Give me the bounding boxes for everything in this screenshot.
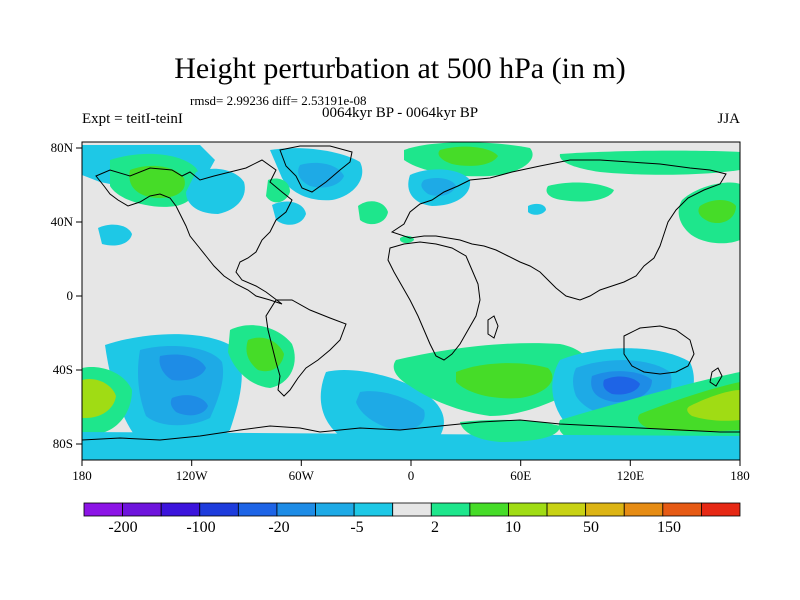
colorbar-swatch — [546, 502, 587, 517]
colorbar — [83, 502, 741, 517]
coastline-south-america — [265, 299, 347, 397]
anomaly-patch-npacific-east-core — [698, 200, 736, 224]
lon-tick-labels: 180 120W 60W 0 60E 120E 180 — [72, 468, 750, 483]
lon-ticks — [81, 460, 741, 466]
anomaly-patch-spacific-core — [159, 354, 206, 381]
anomaly-patch-safrica-core — [456, 363, 553, 399]
coastline-madagascar — [487, 315, 499, 339]
colorbar-swatch — [469, 502, 509, 517]
colorbar-swatch — [353, 502, 394, 517]
anomaly-patch-satlantic-core — [356, 391, 425, 431]
colorbar-label: 2 — [431, 519, 439, 536]
colorbar-swatch — [585, 502, 625, 517]
lon-tick-label: 180 — [730, 468, 750, 483]
colorbar-swatch — [508, 502, 548, 517]
lat-tick-label: 80N — [51, 140, 74, 155]
anomaly-patch-natlantic-green — [266, 178, 290, 203]
stats-line: rmsd= 2.99236 diff= 2.53191e-08 — [190, 93, 367, 108]
colorbar-swatch — [662, 502, 702, 517]
colorbar-label: 50 — [583, 519, 599, 536]
colorbar-label: 10 — [505, 519, 521, 536]
coastlines — [82, 145, 740, 441]
colorbar-label: -100 — [186, 519, 215, 536]
colorbar-swatch — [199, 502, 239, 517]
coastline-greenland — [279, 145, 353, 193]
colorbar-swatch — [160, 502, 201, 517]
colorbar-swatch — [701, 502, 741, 517]
anomaly-fields — [82, 142, 740, 460]
anomaly-patch-antarctic-blue — [82, 432, 740, 460]
coastline-australia — [623, 325, 695, 375]
anomaly-patch-wna-blue — [98, 224, 132, 246]
colorbar-label: -20 — [268, 519, 289, 536]
anomaly-patch-greenland-core — [298, 162, 344, 188]
coastline-antarctica — [82, 419, 740, 441]
lon-tick-label: 120E — [617, 468, 645, 483]
anomaly-patch-spacific-core2 — [170, 395, 208, 416]
lon-tick-label: 0 — [408, 468, 415, 483]
anomaly-patch-atlantic-green — [358, 201, 388, 225]
anomaly-patch-alaska-core — [129, 165, 185, 198]
colorbar-swatch — [392, 502, 432, 517]
period-label: 0064kyr BP - 0064kyr BP — [322, 105, 479, 121]
experiment-label: Expt = teitI-teinI — [82, 111, 183, 127]
lon-tick-label: 180 — [72, 468, 92, 483]
colorbar-labels: -200 -100 -20 -5 2 10 50 150 — [108, 519, 681, 536]
colorbar-swatch — [122, 502, 162, 517]
colorbar-swatch — [623, 502, 664, 517]
anomaly-patch-swpacific-core — [82, 378, 116, 418]
anomaly-patch-arctic-core — [438, 146, 498, 166]
colorbar-swatch — [315, 502, 355, 517]
colorbar-swatch — [237, 502, 278, 517]
plot-title: Height perturbation at 500 hPa (in m) — [174, 52, 626, 85]
colorbar-swatch — [276, 502, 316, 517]
coastline-north-america — [95, 159, 293, 305]
lat-tick-label: 40S — [53, 362, 73, 377]
lat-tick-label: 0 — [67, 288, 74, 303]
anomaly-patch-samerica-core — [246, 337, 284, 372]
anomaly-patch-sindian-deep — [603, 376, 640, 395]
coastline-africa — [387, 241, 481, 361]
lat-tick-labels: 80N 40N 0 40S 80S — [51, 140, 74, 451]
lat-ticks — [76, 147, 82, 445]
coastline-new-zealand — [709, 367, 723, 387]
season-label: JJA — [717, 111, 740, 127]
lat-tick-label: 40N — [51, 214, 74, 229]
coastline-europe-asia — [390, 159, 727, 301]
lon-tick-label: 120W — [176, 468, 209, 483]
colorbar-label: 150 — [657, 519, 681, 536]
lon-tick-label: 60E — [510, 468, 531, 483]
anomaly-patch-tasman-yellow — [687, 390, 740, 421]
anomaly-patch-scandinavia-core — [421, 178, 456, 196]
lat-tick-label: 80S — [53, 436, 73, 451]
lon-tick-label: 60W — [289, 468, 315, 483]
anomaly-patch-labrador-blue — [272, 201, 306, 225]
colorbar-swatch — [430, 502, 471, 517]
colorbar-label: -200 — [108, 519, 137, 536]
anomaly-patch-siberia-green — [546, 182, 614, 202]
anomaly-patch-europe-blue — [528, 203, 546, 215]
anomaly-patch-antarctic-green — [460, 419, 560, 442]
colorbar-label: -5 — [350, 519, 363, 536]
colorbar-swatch — [83, 502, 123, 517]
